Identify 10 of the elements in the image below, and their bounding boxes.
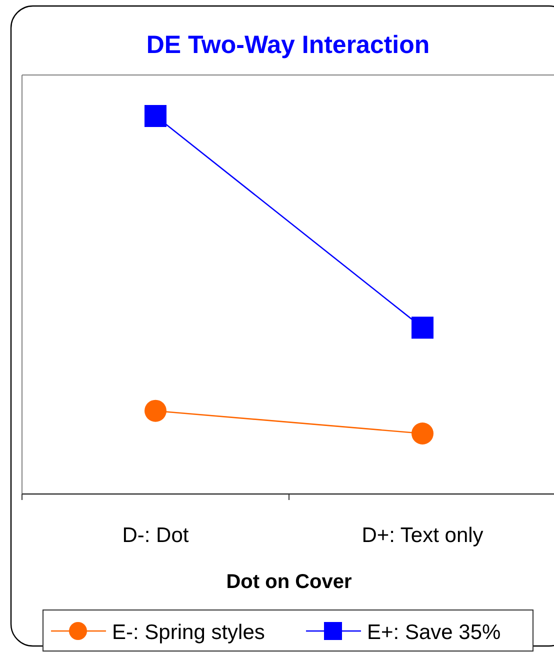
legend-label: E+: Save 35% (367, 621, 501, 644)
point (144, 105, 166, 127)
legend-label: E-: Spring styles (112, 621, 265, 644)
x-tick-label: D+: Text only (362, 524, 484, 547)
point (144, 400, 166, 422)
point (412, 316, 434, 339)
point (412, 422, 434, 445)
x-tick-label: D-: Dot (122, 524, 189, 547)
chart-title: DE Two-Way Interaction (146, 31, 430, 59)
x-axis-title: Dot on Cover (226, 571, 352, 593)
